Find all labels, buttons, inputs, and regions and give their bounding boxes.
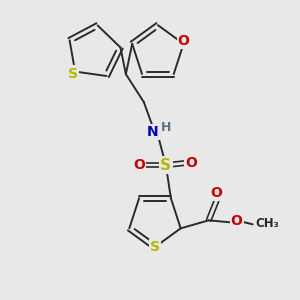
Text: O: O xyxy=(185,156,197,170)
Text: O: O xyxy=(133,158,145,172)
Text: S: S xyxy=(68,67,78,81)
Text: H: H xyxy=(161,121,171,134)
Text: O: O xyxy=(178,34,190,48)
Text: S: S xyxy=(150,240,160,254)
Text: O: O xyxy=(211,186,223,200)
Text: CH₃: CH₃ xyxy=(256,217,279,230)
Text: N: N xyxy=(147,125,159,139)
Text: O: O xyxy=(231,214,243,228)
Text: S: S xyxy=(160,158,171,173)
